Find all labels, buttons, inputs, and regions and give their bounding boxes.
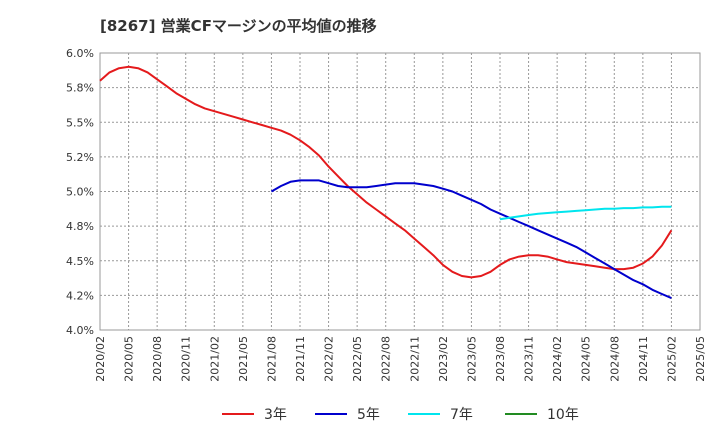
x-tick-label: 2024/02 (551, 336, 564, 382)
x-tick-label: 2025/02 (665, 336, 678, 382)
x-tick-label: 2023/05 (465, 336, 478, 382)
x-tick-label: 2022/02 (323, 336, 336, 382)
series-line (270, 179, 672, 300)
x-tick-label: 2024/05 (580, 336, 593, 382)
legend-item: 7年 (408, 407, 473, 423)
x-tick-label: 2022/08 (380, 336, 393, 382)
y-tick-label: 5.2% (66, 151, 94, 164)
y-tick-label: 4.5% (66, 255, 94, 268)
legend-item: 10年 (505, 407, 579, 423)
chart-title: [8267] 営業CFマージンの平均値の推移 (100, 17, 377, 35)
series-line (499, 205, 672, 221)
legend-label: 5年 (357, 407, 380, 423)
y-tick-label: 4.8% (66, 220, 94, 233)
series-line (99, 65, 673, 279)
x-tick-label: 2024/08 (608, 336, 621, 382)
x-tick-label: 2020/11 (180, 336, 193, 382)
legend-label: 10年 (547, 407, 579, 423)
x-tick-label: 2022/11 (408, 336, 421, 382)
series-layer (99, 65, 673, 300)
y-tick-label: 6.0% (66, 47, 94, 60)
x-tick-label: 2023/08 (494, 336, 507, 382)
plot-frame (99, 52, 701, 331)
y-tick-label: 5.8% (66, 82, 94, 95)
x-tick-label: 2021/02 (208, 336, 221, 382)
legend-item: 3年 (222, 407, 287, 423)
x-tick-label: 2023/11 (523, 336, 536, 382)
x-tick-label: 2025/05 (694, 336, 707, 382)
legend-item: 5年 (315, 407, 380, 423)
x-tick-label: 2020/05 (123, 336, 136, 382)
x-axis: 2020/02 2020/05 2020/08 2020/11 2021/02 2021/… (94, 336, 707, 382)
x-tick-label: 2021/05 (237, 336, 250, 382)
x-tick-label: 2020/08 (151, 336, 164, 382)
x-tick-label: 2021/08 (265, 336, 278, 382)
y-tick-label: 4.2% (66, 289, 94, 302)
legend-label: 7年 (450, 407, 473, 423)
x-tick-label: 2021/11 (294, 336, 307, 382)
legend: 3年 5年 7年 10年 (222, 407, 579, 423)
y-tick-label: 5.0% (66, 186, 94, 199)
grid (99, 52, 701, 331)
x-tick-label: 2020/02 (94, 336, 107, 382)
y-tick-label: 5.5% (66, 116, 94, 129)
x-tick-label: 2023/02 (437, 336, 450, 382)
y-tick-label: 4.0% (66, 324, 94, 337)
x-tick-label: 2022/05 (351, 336, 364, 382)
legend-label: 3年 (264, 407, 287, 423)
y-axis: 4.0% 4.2% 4.5% 4.8% 5.0% 5.2% 5.5% 5.8% 6.0% (66, 47, 94, 337)
x-tick-label: 2024/11 (637, 336, 650, 382)
